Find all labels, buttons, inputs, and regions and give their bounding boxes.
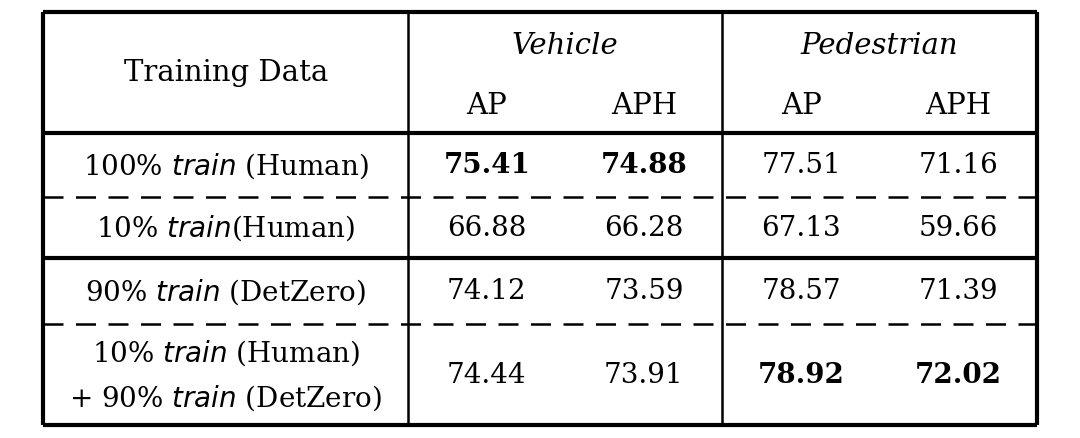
Text: 78.57: 78.57 [761, 278, 841, 305]
Text: 74.44: 74.44 [447, 361, 527, 388]
Text: AP: AP [467, 92, 508, 120]
Text: APH: APH [611, 92, 677, 120]
Text: Vehicle: Vehicle [512, 32, 619, 60]
Text: 66.28: 66.28 [604, 215, 684, 241]
Text: 73.59: 73.59 [604, 278, 684, 305]
Text: 10% $\mathit{train}$ (Human): 10% $\mathit{train}$ (Human) [92, 338, 360, 367]
Text: 66.88: 66.88 [447, 215, 526, 241]
Text: 73.91: 73.91 [604, 361, 684, 388]
Text: 71.16: 71.16 [918, 152, 998, 179]
Text: 10% $\mathit{train}$(Human): 10% $\mathit{train}$(Human) [96, 213, 355, 243]
Text: 72.02: 72.02 [915, 361, 1002, 388]
Text: 74.88: 74.88 [600, 152, 687, 179]
Text: Training Data: Training Data [123, 59, 328, 87]
Text: 75.41: 75.41 [443, 152, 530, 179]
Text: 67.13: 67.13 [761, 215, 841, 241]
Text: APH: APH [926, 92, 991, 120]
Text: 77.51: 77.51 [761, 152, 841, 179]
Text: 90% $\mathit{train}$ (DetZero): 90% $\mathit{train}$ (DetZero) [85, 276, 366, 306]
Text: 78.92: 78.92 [758, 361, 845, 388]
Text: + 90% $\mathit{train}$ (DetZero): + 90% $\mathit{train}$ (DetZero) [69, 382, 382, 412]
Text: 74.12: 74.12 [447, 278, 527, 305]
Text: 59.66: 59.66 [918, 215, 998, 241]
Text: AP: AP [781, 92, 822, 120]
Text: Pedestrian: Pedestrian [801, 32, 958, 60]
Text: 71.39: 71.39 [918, 278, 998, 305]
Text: 100% $\mathit{train}$ (Human): 100% $\mathit{train}$ (Human) [83, 151, 368, 180]
